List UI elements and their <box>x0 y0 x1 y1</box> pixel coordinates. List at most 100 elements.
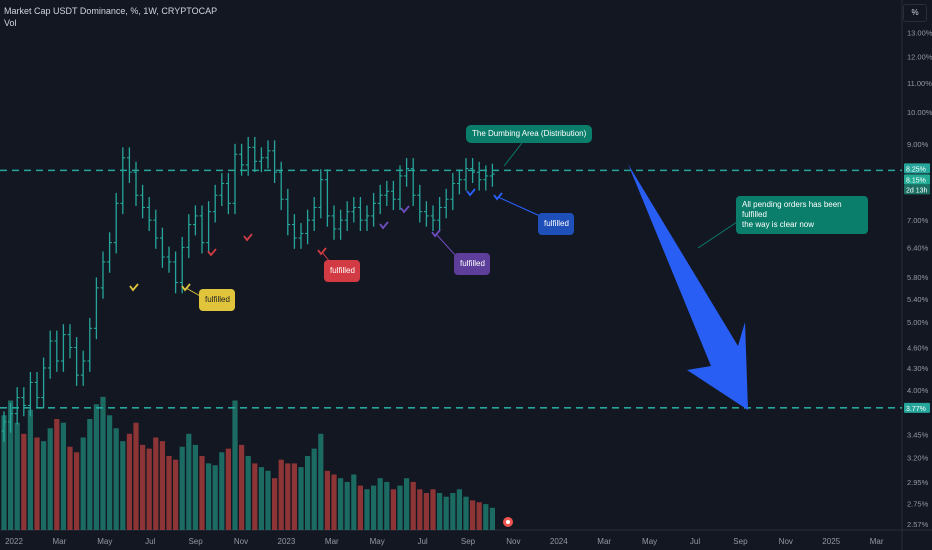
y-tick-label: 12.00% <box>907 53 932 62</box>
volume-bar <box>305 456 311 530</box>
check-marker-blue <box>493 192 503 201</box>
volume-bar <box>159 441 165 530</box>
check-marker-red <box>207 248 217 257</box>
fulfilled-blue-label: fulfilled <box>538 213 574 235</box>
volume-bar <box>456 489 462 530</box>
volume-bar <box>27 409 33 530</box>
check-marker-purple <box>379 221 389 230</box>
volume-bar <box>430 489 436 530</box>
volume-bar <box>324 470 330 530</box>
y-tick-label: 3.45% <box>907 431 929 440</box>
x-tick-label: 2024 <box>550 537 568 546</box>
volume-bar <box>318 433 324 530</box>
x-tick-label: Mar <box>597 537 611 546</box>
volume-bar <box>344 481 350 530</box>
y-tick-label: 5.40% <box>907 295 929 304</box>
x-tick-label: May <box>642 537 657 546</box>
volume-bar <box>410 481 416 530</box>
volume-bar <box>120 441 126 530</box>
x-tick-label: Mar <box>870 537 884 546</box>
volume-bar <box>140 444 146 530</box>
volume-bar <box>397 485 403 530</box>
volume-bar <box>331 474 337 530</box>
current-price-tag: 8.15% <box>906 177 926 184</box>
check-marker-red <box>243 233 253 242</box>
volume-bar <box>258 467 264 530</box>
y-tick-label: 4.60% <box>907 344 929 353</box>
volume-bar <box>470 500 476 530</box>
fulfilled-purple-label: fulfilled <box>454 253 490 275</box>
volume-bar <box>100 396 106 530</box>
volume-bar <box>199 456 205 530</box>
volume-bar <box>338 478 344 530</box>
volume-bar <box>93 404 99 530</box>
check-marker-red <box>317 247 327 256</box>
volume-bar <box>298 467 304 530</box>
resistance-price-tag-bg <box>904 163 930 174</box>
volume-bar <box>173 459 179 530</box>
fulfilled-red-label: fulfilled <box>324 260 360 282</box>
x-tick-label: 2025 <box>822 537 840 546</box>
volume-bar <box>113 428 119 530</box>
volume-bar <box>219 452 225 530</box>
volume-bar <box>8 400 14 530</box>
volume-bar <box>126 433 132 530</box>
volume-bar <box>404 478 410 530</box>
y-tick-label: 11.00% <box>907 79 932 88</box>
volume-bar <box>377 478 383 530</box>
volume-bar <box>423 493 429 530</box>
volume-bar <box>67 446 73 530</box>
volume-bar <box>357 485 363 530</box>
x-tick-label: Jul <box>417 537 427 546</box>
volume-bars <box>1 396 495 530</box>
volume-bar <box>489 507 495 530</box>
volume-bar <box>87 419 93 530</box>
volume-bar <box>417 489 423 530</box>
volume-bar <box>311 448 317 530</box>
volume-bar <box>371 485 377 530</box>
y-tick-label: 10.00% <box>907 108 932 117</box>
check-marker-yellow <box>129 283 139 292</box>
x-tick-label: Nov <box>779 537 793 546</box>
chart-title: Market Cap USDT Dominance, %, 1W, CRYPTO… <box>4 6 218 16</box>
volume-bar <box>153 437 159 530</box>
pending-connector <box>697 219 741 249</box>
indicator-icon-dot <box>506 520 510 524</box>
bar-countdown-tag: 2d 13h <box>906 187 928 194</box>
volume-bar <box>245 456 251 530</box>
y-tick-label: 4.30% <box>907 364 929 373</box>
volume-bar <box>179 446 185 530</box>
y-tick-label: 4.00% <box>907 386 929 395</box>
volume-bar <box>60 422 66 530</box>
x-tick-label: Nov <box>506 537 520 546</box>
volume-bar <box>272 478 278 530</box>
volume-bar <box>107 415 113 530</box>
percent-scale-button[interactable]: % <box>903 4 927 22</box>
y-tick-label: 13.00% <box>907 28 932 37</box>
volume-bar <box>41 441 47 530</box>
support-price-tag: 3.77% <box>906 406 926 413</box>
volume-bar <box>34 437 40 530</box>
x-tick-label: May <box>370 537 385 546</box>
volume-bar <box>390 489 396 530</box>
y-tick-label: 3.20% <box>907 454 929 463</box>
x-tick-label: Jul <box>145 537 155 546</box>
x-tick-label: Sep <box>188 537 203 546</box>
volume-bar <box>443 496 449 530</box>
volume-bar <box>206 463 212 530</box>
resistance-price-tag: 8.25% <box>906 166 926 173</box>
downward-arrow <box>628 164 748 410</box>
volume-bar <box>47 428 53 530</box>
volume-bar <box>225 448 231 530</box>
volume-bar <box>146 448 152 530</box>
volume-bar <box>463 496 469 530</box>
pending-orders-line2: the way is clear now <box>742 220 815 229</box>
y-tick-label: 6.40% <box>907 243 929 252</box>
y-tick-label: 5.00% <box>907 318 929 327</box>
distribution-connector <box>503 142 523 167</box>
bar-countdown-tag-bg <box>904 184 930 195</box>
volume-bar <box>232 400 238 530</box>
volume-bar <box>192 444 198 530</box>
y-tick-label: 5.80% <box>907 273 929 282</box>
